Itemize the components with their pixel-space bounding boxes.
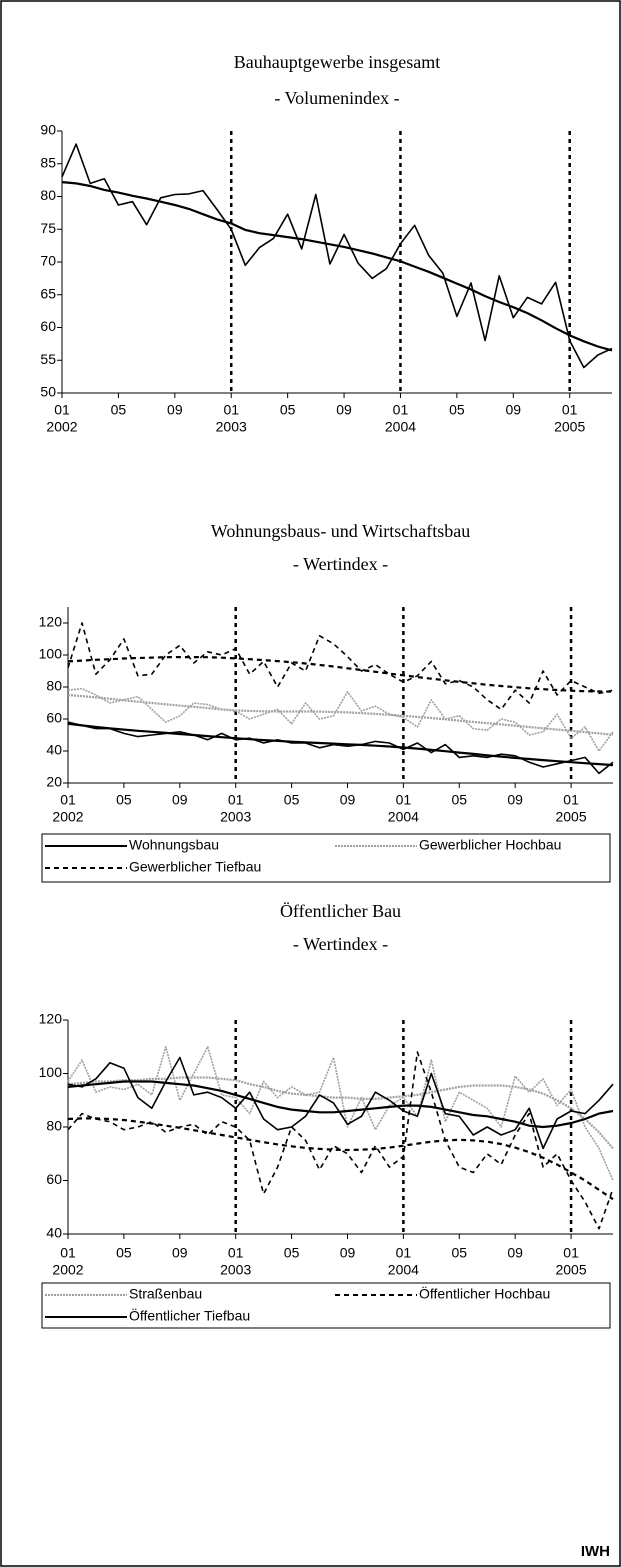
legend-box (41, 1282, 611, 1329)
x-tick-label: 09 (340, 1245, 356, 1261)
y-tick-label: 20 (46, 774, 62, 790)
y-tick-label: 55 (40, 351, 56, 367)
x-tick-label: 05 (451, 1245, 467, 1261)
x-tick-label: 09 (172, 792, 188, 808)
x-tick-label: 09 (507, 1245, 523, 1261)
x-tick-label: 01 (228, 792, 244, 808)
x-tick-label: 09 (507, 792, 523, 808)
x-tick-label: 09 (172, 1245, 188, 1261)
x-tick-label: 05 (116, 1245, 132, 1261)
y-tick-label: 85 (40, 154, 56, 170)
y-tick-label: 50 (40, 384, 56, 400)
x-year-label: 2004 (385, 419, 416, 435)
y-tick-label: 60 (40, 318, 56, 334)
y-tick-label: 100 (39, 646, 63, 662)
chart-subtitle: - Wertindex - (293, 554, 388, 574)
x-tick-label: 05 (116, 792, 132, 808)
trend-line (67, 1117, 614, 1201)
x-year-label: 2004 (388, 809, 419, 825)
x-year-label: 2005 (555, 809, 586, 825)
x-tick-label: 01 (54, 402, 70, 418)
x-tick-label: 05 (451, 792, 467, 808)
data-line (67, 687, 614, 752)
trend-line (67, 693, 614, 736)
x-tick-label: 01 (563, 1245, 579, 1261)
x-tick-label: 09 (336, 402, 352, 418)
data-line (67, 622, 614, 711)
chart-title: Bauhauptgewerbe insgesamt (234, 52, 440, 72)
trend-line (67, 722, 614, 767)
footer-logo: IWH (581, 1543, 610, 1560)
x-tick-label: 01 (228, 1245, 244, 1261)
y-tick-label: 80 (40, 187, 56, 203)
legend-label: Wohnungsbau (129, 837, 219, 853)
data-line (61, 143, 613, 369)
x-year-label: 2003 (216, 419, 247, 435)
legend-label: Gewerblicher Tiefbau (129, 859, 261, 875)
x-tick-label: 01 (60, 1245, 76, 1261)
y-tick-label: 120 (39, 614, 63, 630)
trend-line (67, 1076, 614, 1150)
x-year-label: 2003 (220, 809, 251, 825)
x-tick-label: 01 (396, 1245, 412, 1261)
legend-box (41, 833, 611, 883)
y-tick-label: 65 (40, 285, 56, 301)
x-year-label: 2003 (220, 1262, 251, 1278)
y-tick-label: 40 (46, 742, 62, 758)
trend-line (67, 656, 614, 693)
y-tick-label: 60 (46, 710, 62, 726)
x-tick-label: 01 (563, 792, 579, 808)
y-tick-label: 40 (46, 1225, 62, 1241)
legend-label: Öffentlicher Hochbau (419, 1285, 550, 1302)
x-tick-label: 05 (449, 402, 465, 418)
y-tick-label: 75 (40, 220, 56, 236)
chart-title: Öffentlicher Bau (280, 901, 401, 921)
x-tick-label: 05 (280, 402, 296, 418)
trend-line (61, 181, 613, 352)
x-tick-label: 05 (284, 1245, 300, 1261)
x-year-label: 2004 (388, 1262, 419, 1278)
legend-label: Straßenbau (129, 1286, 202, 1302)
x-tick-label: 01 (223, 402, 239, 418)
x-tick-label: 09 (340, 792, 356, 808)
x-year-label: 2005 (554, 419, 585, 435)
chart-title: Wohnungsbaus- und Wirtschaftsbau (211, 521, 470, 541)
x-year-label: 2002 (46, 419, 77, 435)
x-tick-label: 01 (396, 792, 412, 808)
y-tick-label: 120 (39, 1011, 63, 1027)
x-tick-label: 09 (505, 402, 521, 418)
y-tick-label: 100 (39, 1064, 63, 1080)
data-line (67, 1046, 614, 1181)
y-tick-label: 80 (46, 678, 62, 694)
x-tick-label: 05 (111, 402, 127, 418)
x-tick-label: 05 (284, 792, 300, 808)
chart-subtitle: - Volumenindex - (274, 88, 399, 108)
legend-label: Öffentlicher Tiefbau (129, 1307, 250, 1324)
legend-label: Gewerblicher Hochbau (419, 837, 561, 853)
chart-subtitle: - Wertindex - (293, 934, 388, 954)
x-year-label: 2002 (52, 1262, 83, 1278)
x-year-label: 2002 (52, 809, 83, 825)
x-tick-label: 01 (562, 402, 578, 418)
x-year-label: 2005 (555, 1262, 586, 1278)
data-line (67, 721, 614, 775)
x-tick-label: 09 (167, 402, 183, 418)
y-tick-label: 80 (46, 1118, 62, 1134)
x-tick-label: 01 (60, 792, 76, 808)
y-tick-label: 70 (40, 253, 56, 269)
data-line (67, 1056, 614, 1150)
y-tick-label: 90 (40, 122, 56, 138)
y-tick-label: 60 (46, 1171, 62, 1187)
trend-line (67, 1080, 614, 1129)
x-tick-label: 01 (393, 402, 409, 418)
